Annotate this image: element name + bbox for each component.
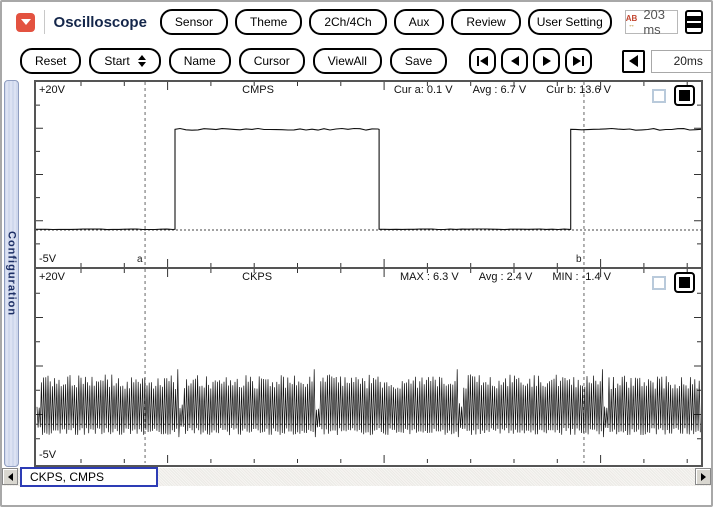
ch1-color-button[interactable] [674, 85, 695, 106]
cursor-b-label[interactable]: b [575, 254, 582, 265]
ch1-cursor-a-value: Cur a: 0.1 V [393, 84, 453, 96]
aux-button[interactable]: Aux [393, 9, 445, 35]
step-back-button[interactable] [501, 48, 529, 74]
ab-time-value: 203 ms [643, 7, 666, 37]
cursor-button[interactable]: Cursor [238, 48, 305, 74]
user-setting-button[interactable]: User Setting [527, 9, 612, 35]
configuration-tab-label: Configuration [5, 230, 18, 317]
ch1-top-voltage-label: +20V [39, 84, 65, 96]
ch2-stats: MAX : 6.3 V Avg : 2.4 V MIN : -1.4 V [400, 271, 611, 283]
main-area: Configuration +20V CMPS Cur a: 0.1 V Avg… [2, 80, 711, 467]
ch2-min-value: MIN : -1.4 V [552, 271, 611, 283]
app-chevron-icon[interactable] [16, 12, 35, 32]
ch2-bottom-voltage-label: -5V [39, 449, 57, 461]
ruler-ticks [36, 82, 701, 267]
page-title: Oscilloscope [53, 13, 147, 31]
scroll-left-icon[interactable] [2, 468, 18, 485]
cursor-a-label[interactable]: a [137, 254, 143, 265]
timebase-control: 20ms [622, 49, 711, 73]
timebase-value: 20ms [651, 49, 711, 73]
ab-cursor-icon: AB ↔ [625, 14, 638, 30]
ch2-top-voltage-label: +20V [39, 271, 65, 283]
skip-start-button[interactable] [469, 48, 497, 74]
start-spinner-icon[interactable] [137, 55, 146, 67]
sensor-button[interactable]: Sensor [159, 9, 228, 35]
ch2-max-value: MAX : 6.3 V [400, 271, 459, 283]
top-toolbar: Oscilloscope Sensor Theme 2Ch/4Ch Aux Re… [2, 2, 711, 42]
channel-ckps[interactable]: +20V CKPS MAX : 6.3 V Avg : 2.4 V MIN : … [36, 269, 701, 463]
review-button[interactable]: Review [451, 9, 521, 35]
ch2-color-button[interactable] [674, 272, 695, 293]
waveform-ckps [36, 369, 701, 438]
ch1-stats: Cur a: 0.1 V Avg : 6.7 V Cur b: 13.6 V [394, 84, 611, 96]
menu-icon[interactable] [685, 10, 703, 34]
configuration-tab[interactable]: Configuration [4, 80, 19, 467]
ch2-name-label: CKPS [242, 271, 273, 283]
waveform-cmps [36, 127, 701, 231]
theme-button[interactable]: Theme [234, 9, 303, 35]
main-toolbar: Reset Start Name Cursor ViewAll Save 20m… [2, 42, 711, 80]
ruler-ticks [36, 269, 701, 463]
timebase-decrease-button[interactable] [622, 49, 646, 73]
playback-controls [469, 48, 593, 74]
skip-end-button[interactable] [565, 48, 593, 74]
ch1-cursor-b-value: Cur b: 13.6 V [546, 84, 611, 96]
bottom-scrollbar[interactable]: CKPS, CMPS [2, 467, 711, 487]
save-button[interactable]: Save [389, 48, 448, 74]
channel-mode-button[interactable]: 2Ch/4Ch [309, 9, 387, 35]
channel-cmps[interactable]: +20V CMPS Cur a: 0.1 V Avg : 6.7 V Cur b… [36, 82, 701, 269]
viewall-button[interactable]: ViewAll [312, 48, 382, 74]
ch1-avg-value: Avg : 6.7 V [472, 84, 527, 96]
divider [44, 10, 45, 34]
reset-button[interactable]: Reset [20, 48, 82, 74]
ch1-name-label: CMPS [242, 84, 274, 96]
scroll-right-icon[interactable] [695, 468, 711, 485]
ab-time-display: AB ↔ 203 ms [624, 7, 678, 37]
ch1-checkbox[interactable] [652, 88, 666, 103]
ch2-checkbox[interactable] [652, 275, 666, 290]
ch2-avg-value: Avg : 2.4 V [478, 271, 533, 283]
active-channels-label: CKPS, CMPS [20, 467, 158, 487]
start-button[interactable]: Start [89, 48, 161, 74]
name-button[interactable]: Name [168, 48, 231, 74]
step-forward-button[interactable] [533, 48, 561, 74]
scope-plot-area: +20V CMPS Cur a: 0.1 V Avg : 6.7 V Cur b… [34, 80, 703, 467]
ch1-bottom-voltage-label: -5V [39, 253, 57, 265]
